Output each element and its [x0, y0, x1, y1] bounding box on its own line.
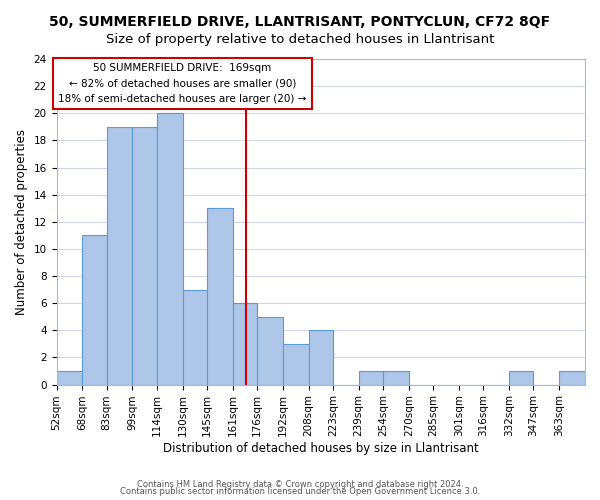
Bar: [509, 371, 533, 384]
Bar: [283, 344, 308, 385]
Y-axis label: Number of detached properties: Number of detached properties: [15, 129, 28, 315]
Text: 50, SUMMERFIELD DRIVE, LLANTRISANT, PONTYCLUN, CF72 8QF: 50, SUMMERFIELD DRIVE, LLANTRISANT, PONT…: [49, 15, 551, 29]
Bar: [359, 371, 383, 384]
Text: Size of property relative to detached houses in Llantrisant: Size of property relative to detached ho…: [106, 32, 494, 46]
Bar: [207, 208, 233, 384]
Bar: [82, 236, 107, 384]
Text: Contains HM Land Registry data © Crown copyright and database right 2024.: Contains HM Land Registry data © Crown c…: [137, 480, 463, 489]
Bar: [133, 127, 157, 384]
Text: Contains public sector information licensed under the Open Government Licence 3.: Contains public sector information licen…: [120, 487, 480, 496]
Bar: [308, 330, 333, 384]
Bar: [182, 290, 207, 384]
Bar: [107, 127, 133, 384]
Text: 50 SUMMERFIELD DRIVE:  169sqm
← 82% of detached houses are smaller (90)
18% of s: 50 SUMMERFIELD DRIVE: 169sqm ← 82% of de…: [58, 63, 307, 104]
Bar: [383, 371, 409, 384]
Bar: [257, 317, 283, 384]
Bar: [56, 371, 82, 384]
X-axis label: Distribution of detached houses by size in Llantrisant: Distribution of detached houses by size …: [163, 442, 479, 455]
Bar: [157, 114, 182, 384]
Bar: [233, 303, 257, 384]
Bar: [559, 371, 585, 384]
